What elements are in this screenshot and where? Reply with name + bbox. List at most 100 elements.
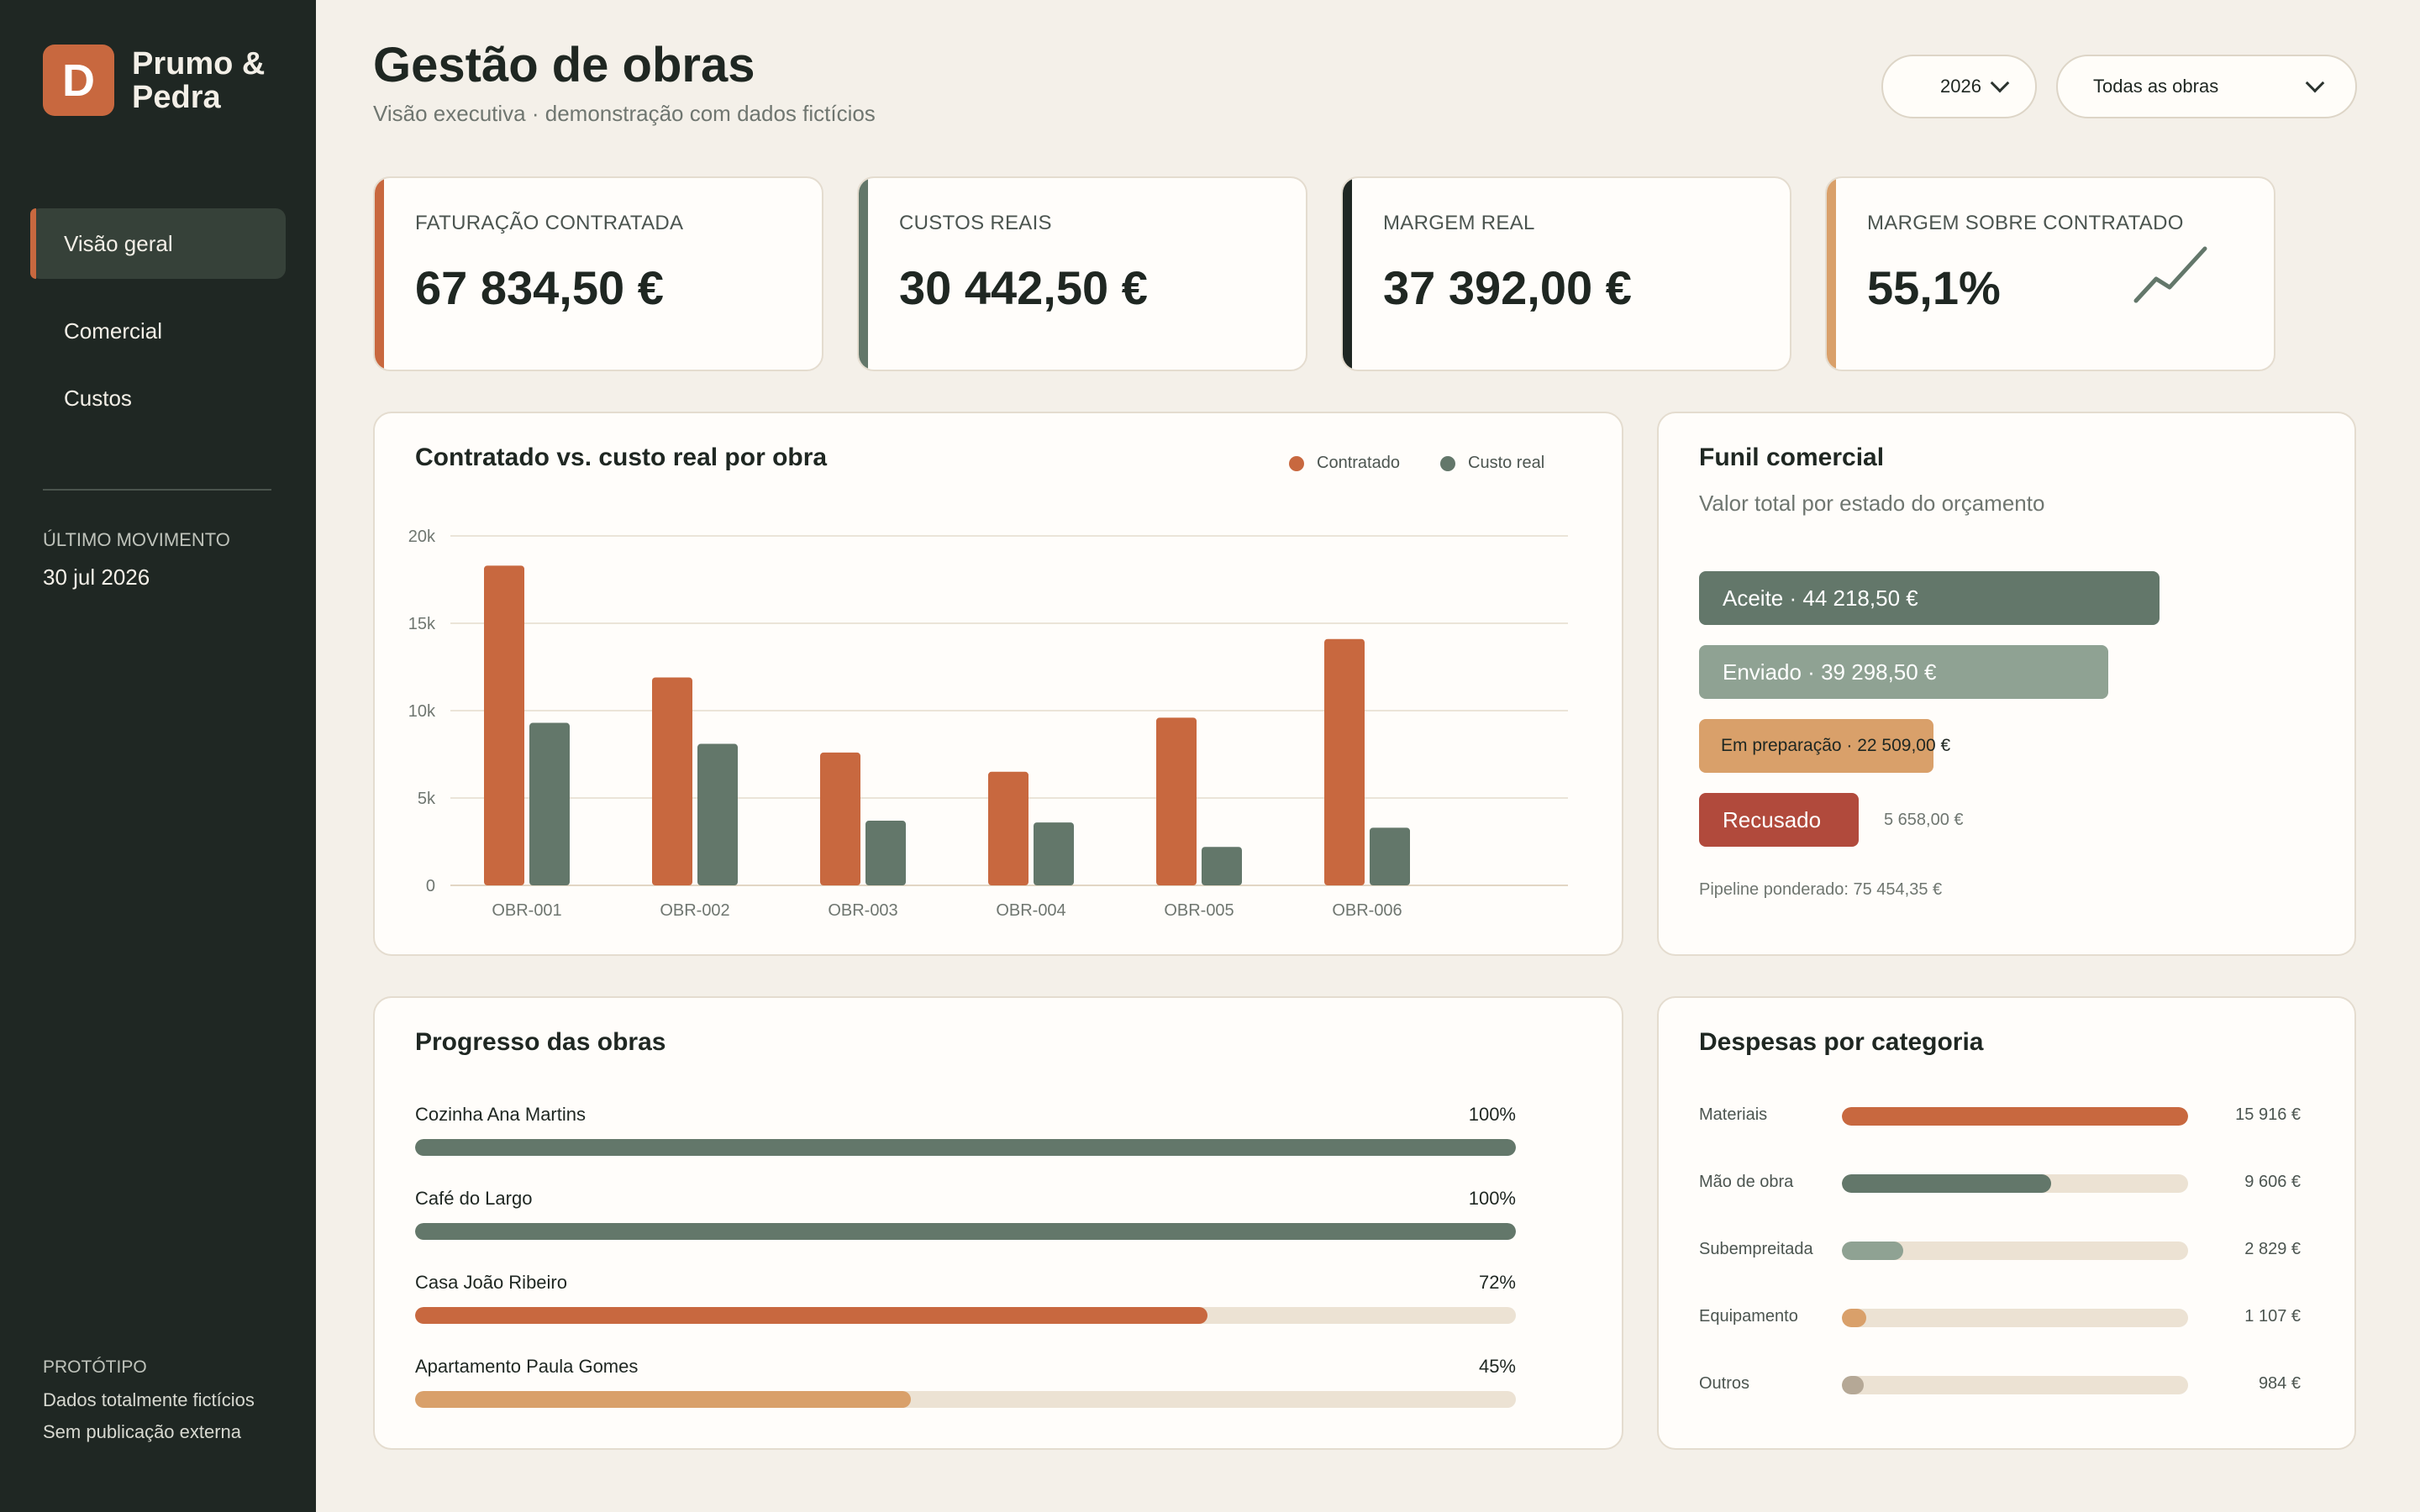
bar-chart: 0 5k 10k 15k 20k OBR-001 OBR-002 OBR-003 OBR-004… [408, 528, 1568, 920]
progress-percent: 100% [1468, 1104, 1516, 1125]
kpi-card-margem: MARGEM REAL 37 392,00 € [1341, 176, 1791, 371]
kpi-label: MARGEM REAL [1383, 212, 1535, 234]
y-tick-label: 0 [426, 877, 435, 895]
legend-dot [1289, 455, 1304, 471]
kpi-accent [375, 178, 384, 370]
expense-fill [1842, 1376, 1864, 1394]
legend-dot [1440, 455, 1455, 471]
pipeline-weighted: Pipeline ponderado: 75 454,35 € [1699, 880, 1943, 899]
nav-item-visao-geral[interactable]: Visão geral [30, 208, 286, 279]
sidebar-divider [43, 489, 271, 491]
progress-panel: Progresso das obras Cozinha Ana Martins 1… [373, 996, 1623, 1450]
sidebar: D Prumo & Pedra Visão geral Comercial Cu… [0, 0, 316, 1512]
progress-percent: 45% [1478, 1356, 1516, 1377]
funnel-stage-enviado[interactable]: Enviado · 39 298,50 € [1699, 645, 2108, 699]
progress-percent: 100% [1468, 1188, 1516, 1209]
expense-label: Mão de obra [1699, 1173, 1794, 1191]
prototype-line: Sem publicação externa [43, 1421, 242, 1442]
legend-label: Contratado [1317, 454, 1400, 472]
progress-track [415, 1391, 1516, 1408]
progress-row: Cozinha Ana Martins 100% [415, 1104, 1516, 1156]
funnel-bar: Aceite · 44 218,50 € [1699, 571, 2160, 625]
kpi-card-faturacao: FATURAÇÃO CONTRATADA 67 834,50 € [373, 176, 823, 371]
contract-vs-cost-panel: Contratado vs. custo real por obra Contr… [373, 412, 1623, 956]
brand-logo: D [43, 45, 114, 116]
obras-select-value: Todas as obras [2093, 76, 2219, 97]
bar-contratado [820, 752, 860, 885]
progress-row: Apartamento Paula Gomes 45% [415, 1356, 1516, 1408]
kpi-value: 30 442,50 € [899, 261, 1148, 314]
progress-fill [415, 1307, 1208, 1324]
expense-label: Subempreitada [1699, 1240, 1813, 1258]
brand-name: Prumo & Pedra [132, 45, 266, 115]
page-title: Gestão de obras [373, 38, 755, 92]
kpi-value: 67 834,50 € [415, 261, 664, 314]
x-tick-label: OBR-005 [1164, 901, 1234, 920]
panel-title: Progresso das obras [415, 1028, 666, 1056]
obras-select[interactable]: Todas as obras [2056, 55, 2357, 118]
progress-percent: 72% [1478, 1272, 1516, 1293]
expenses-panel: Despesas por categoria Materiais 15 916 … [1657, 996, 2356, 1450]
progress-name: Apartamento Paula Gomes [415, 1356, 639, 1377]
progress-fill [415, 1223, 1516, 1240]
kpi-accent [1827, 178, 1836, 370]
legend-label: Custo real [1468, 454, 1545, 472]
y-tick-label: 10k [408, 702, 436, 721]
kpi-accent [1343, 178, 1352, 370]
expense-track [1842, 1376, 2188, 1394]
expense-label: Outros [1699, 1374, 1750, 1393]
bar-contratado [484, 565, 524, 885]
expense-track [1842, 1242, 2188, 1260]
expense-row: Materiais 15 916 € [1699, 1104, 2301, 1129]
expense-value: 984 € [2258, 1374, 2301, 1393]
expense-row: Mão de obra 9 606 € [1699, 1171, 2301, 1196]
progress-track [415, 1307, 1516, 1324]
bar-custo-real [529, 722, 570, 885]
funnel-stage-aceite[interactable]: Aceite · 44 218,50 € [1699, 571, 2160, 625]
expense-label: Equipamento [1699, 1307, 1798, 1326]
expense-value: 2 829 € [2244, 1240, 2301, 1258]
bar-custo-real [865, 821, 906, 885]
nav-item-comercial[interactable]: Comercial [64, 318, 163, 344]
kpi-card-margem-percent: MARGEM SOBRE CONTRATADO 55,1% [1825, 176, 2275, 371]
last-movement-label: ÚLTIMO MOVIMENTO [43, 529, 230, 550]
kpi-accent [859, 178, 868, 370]
kpi-label: FATURAÇÃO CONTRATADA [415, 212, 684, 234]
bar-contratado [1324, 638, 1365, 885]
progress-name: Casa João Ribeiro [415, 1272, 567, 1293]
bar-custo-real [1370, 827, 1410, 885]
bar-contratado [1156, 717, 1197, 885]
y-tick-label: 5k [418, 790, 436, 808]
progress-row: Café do Largo 100% [415, 1188, 1516, 1240]
last-movement-date: 30 jul 2026 [43, 564, 150, 590]
panel-subtitle: Valor total por estado do orçamento [1699, 491, 2045, 516]
progress-track [415, 1139, 1516, 1156]
x-tick-label: OBR-001 [492, 901, 561, 920]
funnel-stage-recusado[interactable]: Recusado 5 658,00 € [1699, 793, 1964, 847]
progress-fill [415, 1391, 911, 1408]
expense-fill [1842, 1242, 1904, 1260]
progress-fill [415, 1139, 1516, 1156]
chevron-down-icon [1990, 73, 2010, 93]
year-select[interactable]: 2026 [1881, 55, 2037, 118]
panel-title: Funil comercial [1699, 444, 1885, 471]
funnel-stage-em-preparacao[interactable]: Em preparação · 22 509,00 € [1699, 719, 1950, 773]
expense-value: 1 107 € [2244, 1307, 2301, 1326]
expense-label: Materiais [1699, 1105, 1768, 1124]
kpi-value: 55,1% [1867, 261, 2001, 314]
kpi-label: MARGEM SOBRE CONTRATADO [1867, 212, 2184, 234]
expense-row: Equipamento 1 107 € [1699, 1305, 2301, 1331]
kpi-card-custos: CUSTOS REAIS 30 442,50 € [857, 176, 1307, 371]
main-nav: Visão geral Comercial Custos [30, 208, 286, 437]
prototype-note: PROTÓTIPO Dados totalmente fictícios Sem… [43, 1357, 255, 1453]
funnel-panel: Funil comercial Valor total por estado d… [1657, 412, 2356, 956]
nav-item-custos[interactable]: Custos [64, 385, 132, 411]
funnel-bar: Enviado · 39 298,50 € [1699, 645, 2108, 699]
panel-title: Contratado vs. custo real por obra [415, 444, 828, 471]
expense-track [1842, 1174, 2188, 1193]
expense-track [1842, 1309, 2188, 1327]
chevron-down-icon [2305, 73, 2325, 93]
brand[interactable]: D Prumo & Pedra [43, 45, 292, 116]
expense-row: Outros 984 € [1699, 1373, 2301, 1398]
y-tick-label: 20k [408, 528, 436, 546]
